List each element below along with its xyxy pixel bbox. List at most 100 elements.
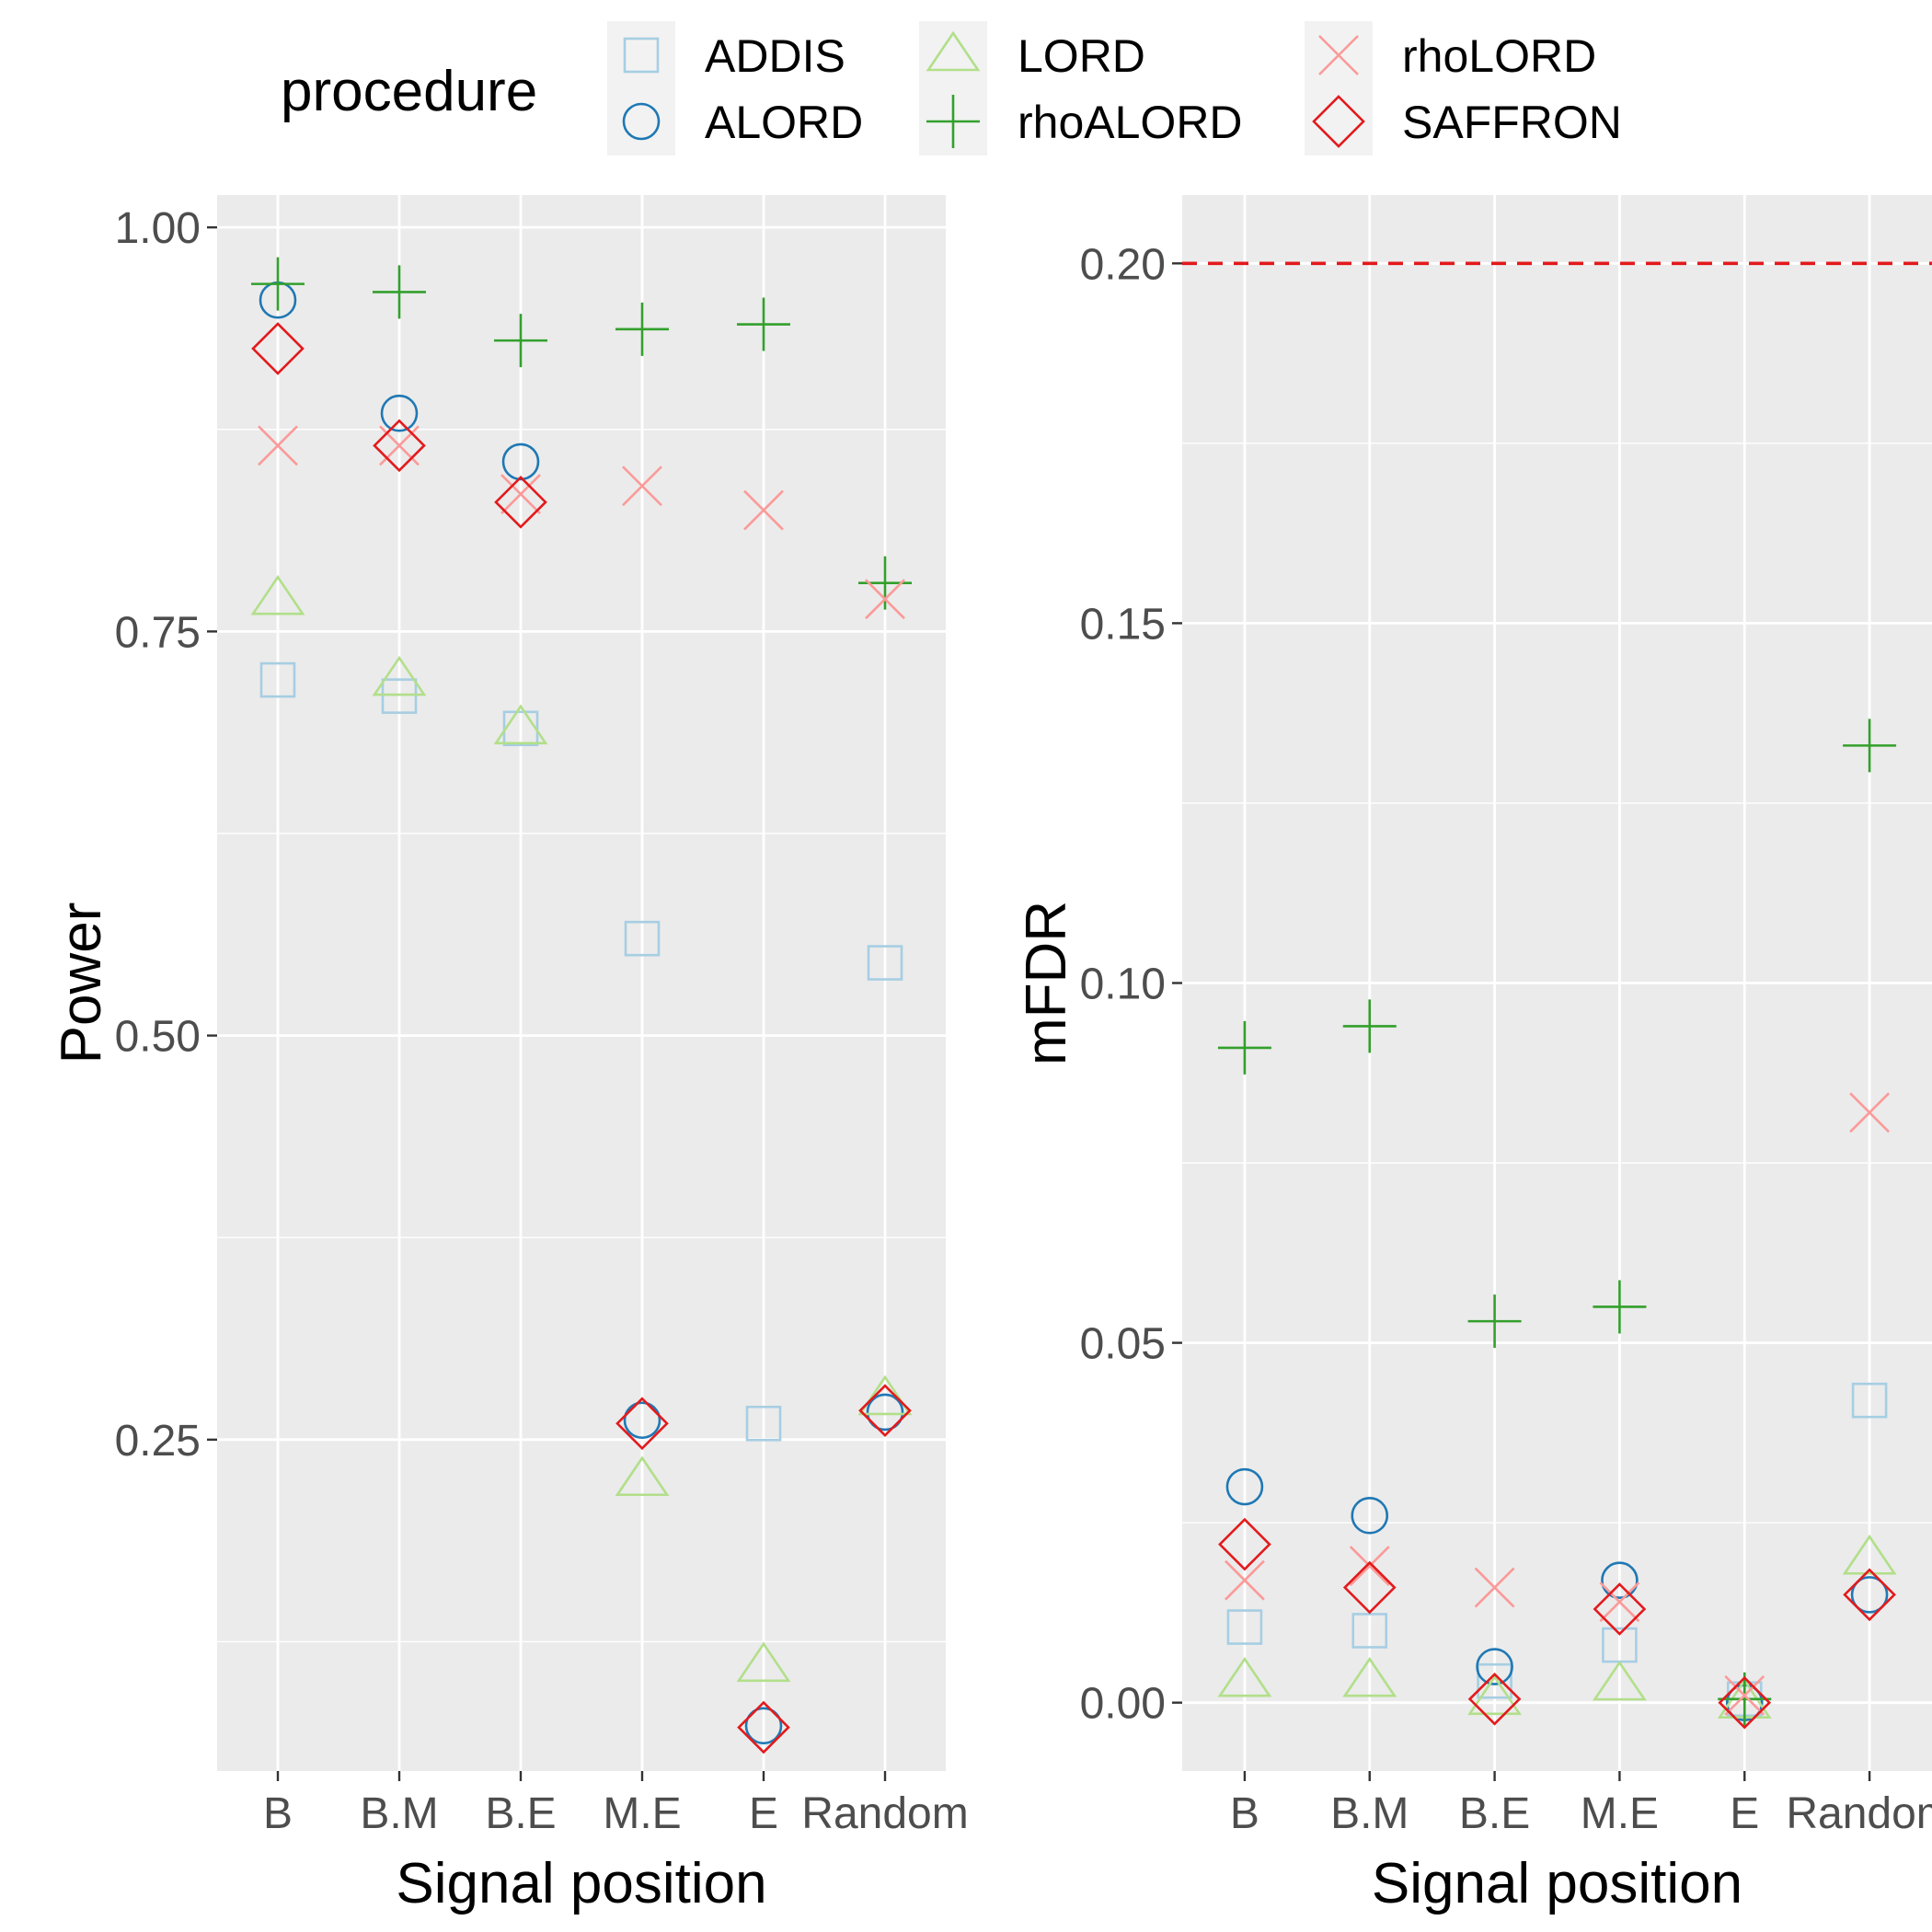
point-alord [866, 1393, 904, 1432]
panel-background [217, 195, 946, 1771]
point-rholord [258, 425, 298, 466]
point-rholord [1849, 1092, 1890, 1133]
point-addis [1851, 1382, 1888, 1419]
legend-label-saffron: SAFFRON [1402, 97, 1622, 148]
point-lord [1467, 1674, 1523, 1716]
point-alord [744, 1707, 783, 1745]
point-rhoalord [251, 257, 305, 311]
y-axis-title: Power [50, 903, 113, 1064]
point-addis [259, 661, 296, 698]
x-tick-label: B.E [1459, 1789, 1530, 1838]
point-alord [1225, 1467, 1264, 1506]
point-rholord [622, 466, 662, 507]
legend-label-alord: ALORD [705, 97, 863, 148]
point-addis [381, 678, 418, 714]
point-addis [1226, 1609, 1263, 1645]
legend-marker-lord [926, 30, 981, 72]
point-saffron [494, 475, 547, 529]
point-alord [1601, 1561, 1639, 1600]
y-tick-label: 0.10 [1080, 960, 1166, 1009]
point-addis [1351, 1613, 1388, 1649]
point-alord [380, 394, 419, 432]
y-tick-label: 0.00 [1080, 1680, 1166, 1729]
y-tick-label: 0.50 [115, 1013, 201, 1062]
x-tick-label: B [263, 1789, 293, 1838]
point-addis [867, 945, 903, 981]
point-rhoalord [494, 314, 547, 368]
legend-label-rhoalord: rhoALORD [1018, 97, 1243, 148]
point-rhoalord [737, 297, 790, 351]
point-addis [1477, 1662, 1512, 1699]
point-saffron [1843, 1568, 1896, 1622]
point-lord [493, 704, 548, 745]
point-rholord [500, 474, 541, 514]
point-rhoalord [1843, 719, 1897, 773]
point-rholord [1724, 1674, 1765, 1716]
legend-marker-alord [622, 102, 661, 141]
y-tick-label: 0.05 [1080, 1320, 1166, 1369]
point-addis [502, 710, 539, 747]
point-saffron [1467, 1672, 1522, 1726]
point-lord [250, 574, 305, 615]
x-axis-title: Signal position [1372, 1852, 1742, 1915]
point-lord [1842, 1534, 1897, 1575]
y-tick-label: 0.15 [1080, 600, 1166, 649]
point-saffron [373, 419, 426, 473]
point-saffron [251, 322, 305, 375]
point-rholord [1225, 1559, 1265, 1601]
point-lord [1342, 1656, 1397, 1697]
y-tick-label: 0.25 [115, 1417, 201, 1466]
point-rhoalord [1467, 1294, 1522, 1349]
legend-marker-saffron [1312, 95, 1365, 148]
x-tick-label: Random [1786, 1789, 1932, 1838]
legend-marker-rhoalord [926, 95, 980, 148]
x-tick-label: Random [801, 1789, 968, 1838]
y-tick-label: 1.00 [115, 204, 201, 253]
legend-label-rholord: rhoLORD [1402, 30, 1596, 82]
legend-keys: ADDIS ALORD LORD rhoALORD rhoLORD SAFFRON [607, 21, 1622, 155]
point-alord [1850, 1576, 1889, 1614]
point-lord [857, 1374, 913, 1416]
point-lord [736, 1641, 791, 1683]
point-saffron [1593, 1582, 1647, 1636]
point-saffron [615, 1397, 669, 1451]
point-rholord [865, 579, 905, 620]
legend-label-lord: LORD [1018, 30, 1145, 82]
legend-label-addis: ADDIS [705, 30, 845, 82]
x-tick-label: B.M [360, 1789, 438, 1838]
point-rhoalord [1217, 1020, 1271, 1075]
point-saffron [1342, 1560, 1397, 1615]
x-tick-label: M.E [603, 1789, 681, 1838]
point-alord [501, 443, 540, 481]
point-rholord [1474, 1567, 1515, 1608]
legend-title: procedure [281, 60, 537, 123]
point-addis [624, 920, 661, 957]
x-tick-label: E [749, 1789, 778, 1838]
point-alord [1476, 1648, 1513, 1685]
point-saffron [1718, 1675, 1772, 1730]
point-rhoalord [1718, 1672, 1772, 1726]
legend: procedure ADDIS ALORD LORD rhoALORD rhoLORD S… [281, 21, 1622, 155]
point-alord [623, 1401, 661, 1440]
mfdr-panel: 0.00 0.05 0.10 0.15 0.20 B B.M B.E M.E E Random Sig… [1015, 195, 1932, 1915]
x-tick-label: M.E [1581, 1789, 1659, 1838]
point-rholord [1349, 1546, 1390, 1586]
point-rhoalord [615, 302, 669, 356]
point-rholord [1599, 1581, 1640, 1623]
legend-marker-addis [623, 37, 660, 74]
point-alord [1351, 1497, 1389, 1535]
point-addis [745, 1405, 782, 1442]
y-axis-title: mFDR [1015, 901, 1078, 1065]
point-rhoalord [1342, 999, 1397, 1053]
point-rhoalord [1593, 1280, 1647, 1334]
x-tick-label: B.E [485, 1789, 556, 1838]
point-rhoalord [373, 265, 426, 319]
point-lord [372, 655, 427, 696]
legend-key-background [607, 87, 675, 155]
legend-marker-rholord [1318, 35, 1359, 75]
legend-key-background [607, 21, 675, 89]
x-tick-label: B.M [1330, 1789, 1409, 1838]
y-tick-label: 0.75 [115, 608, 201, 657]
point-lord [1217, 1656, 1272, 1697]
